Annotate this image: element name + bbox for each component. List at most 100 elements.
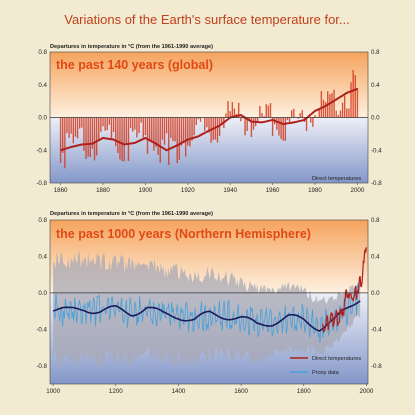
annual-bar xyxy=(280,117,282,139)
panel2-legend-proxy: Proxy data xyxy=(312,370,340,376)
annual-bar xyxy=(93,117,96,161)
p2-ytick-left: 0.0 xyxy=(38,290,47,297)
annual-bar xyxy=(286,117,289,121)
annual-bar xyxy=(89,117,91,158)
annual-bar xyxy=(269,103,272,118)
p2-xtick-label: 1400 xyxy=(172,388,186,395)
annual-bar xyxy=(229,111,231,118)
p2-ytick-right: -0.8 xyxy=(371,363,382,370)
annual-bar xyxy=(250,117,253,138)
panel-global-140-years: Departures in temperature in °C (from th… xyxy=(36,44,382,194)
annual-bar xyxy=(193,117,195,136)
annual-bar xyxy=(322,99,325,118)
annual-bar xyxy=(352,70,354,118)
annual-bar xyxy=(242,117,244,119)
annual-bar xyxy=(284,117,287,141)
annual-bar xyxy=(108,117,111,125)
annual-bar xyxy=(83,117,85,151)
annual-bar xyxy=(354,75,356,118)
panel2-legend: Direct temperatures Proxy data xyxy=(290,356,361,376)
annual-bar xyxy=(216,117,219,143)
p2-frame xyxy=(49,219,369,385)
annual-bar xyxy=(72,117,75,144)
annual-bar xyxy=(153,117,155,151)
p1-xtick-label: 2000 xyxy=(351,187,365,194)
annual-bar xyxy=(127,117,130,161)
panel1-heading: the past 140 years (global) xyxy=(56,58,213,72)
p2-ytick-left: -0.4 xyxy=(36,326,47,333)
uncertainty-band xyxy=(53,250,361,370)
p1-ytick-right: 0.8 xyxy=(371,49,380,56)
annual-bar xyxy=(121,117,123,162)
annual-bar xyxy=(134,117,136,130)
annual-bar xyxy=(231,102,234,118)
p1-ytick-right: -0.4 xyxy=(371,147,382,154)
panel2-ylabel: Departures in temperature in °C (from th… xyxy=(50,211,213,217)
p1-ytick-left: 0.4 xyxy=(38,82,47,89)
annual-bar xyxy=(318,108,320,118)
annual-bar xyxy=(189,117,191,147)
annual-bar xyxy=(252,117,255,130)
annual-bar xyxy=(299,113,301,118)
annual-bar xyxy=(333,89,335,118)
p2-ytick-left: 0.8 xyxy=(38,217,47,224)
annual-bar xyxy=(337,114,340,118)
annual-bar xyxy=(320,90,323,118)
annual-bar xyxy=(297,117,299,119)
annual-bar xyxy=(257,117,259,122)
panel2-legend-direct: Direct temperatures xyxy=(312,356,361,362)
annual-bar xyxy=(267,105,270,118)
annual-bar xyxy=(208,117,210,133)
annual-bar xyxy=(276,117,278,130)
annual-bar xyxy=(102,117,104,127)
annual-bar xyxy=(146,117,149,155)
annual-bar xyxy=(305,117,308,131)
annual-bar xyxy=(324,101,327,118)
p1-xtick-label: 1900 xyxy=(139,187,153,194)
annual-bar xyxy=(151,117,153,143)
annual-bar xyxy=(221,117,223,126)
direct-temperature-line xyxy=(321,247,368,334)
annual-bar xyxy=(335,110,337,118)
annual-bar xyxy=(148,117,151,142)
annual-bar xyxy=(278,117,280,136)
annual-bar xyxy=(125,117,128,145)
annual-bar xyxy=(259,105,261,118)
annual-bar xyxy=(131,117,134,132)
p2-ytick-right: 0.8 xyxy=(371,217,380,224)
annual-bar xyxy=(119,117,121,160)
annual-bar xyxy=(237,102,240,118)
annual-bar xyxy=(170,117,172,138)
annual-bar xyxy=(95,117,98,156)
annual-bar xyxy=(197,117,200,120)
annual-bar xyxy=(341,102,344,118)
annual-bar xyxy=(178,117,181,160)
p2-ytick-right: -0.4 xyxy=(371,326,382,333)
annual-bar xyxy=(350,82,352,118)
annual-bar xyxy=(165,117,168,134)
annual-bar xyxy=(240,117,242,122)
annual-bar xyxy=(98,117,100,140)
annual-bar xyxy=(329,94,331,118)
p2-xtick-label: 1000 xyxy=(46,388,60,395)
panel2-heading: the past 1000 years (Northern Hemisphere… xyxy=(56,227,311,241)
p1-ytick-left: 0.8 xyxy=(38,49,47,56)
annual-bar xyxy=(85,117,87,160)
annual-bar xyxy=(91,117,94,149)
annual-bar xyxy=(206,117,208,128)
annual-bar xyxy=(288,117,291,123)
annual-bar xyxy=(76,117,79,139)
annual-bar xyxy=(142,117,144,138)
annual-bar xyxy=(282,117,284,141)
annual-bar xyxy=(271,117,274,136)
annual-bar xyxy=(66,117,68,134)
p1-frame xyxy=(49,51,369,184)
annual-bar xyxy=(136,117,138,138)
annual-bar xyxy=(138,117,140,133)
p1-warm-area xyxy=(50,52,368,118)
p1-ytick-left: -0.4 xyxy=(36,147,47,154)
p1-ytick-right: -0.8 xyxy=(371,180,382,187)
p2-xtick-label: 1800 xyxy=(297,388,311,395)
annual-bar xyxy=(59,117,62,163)
